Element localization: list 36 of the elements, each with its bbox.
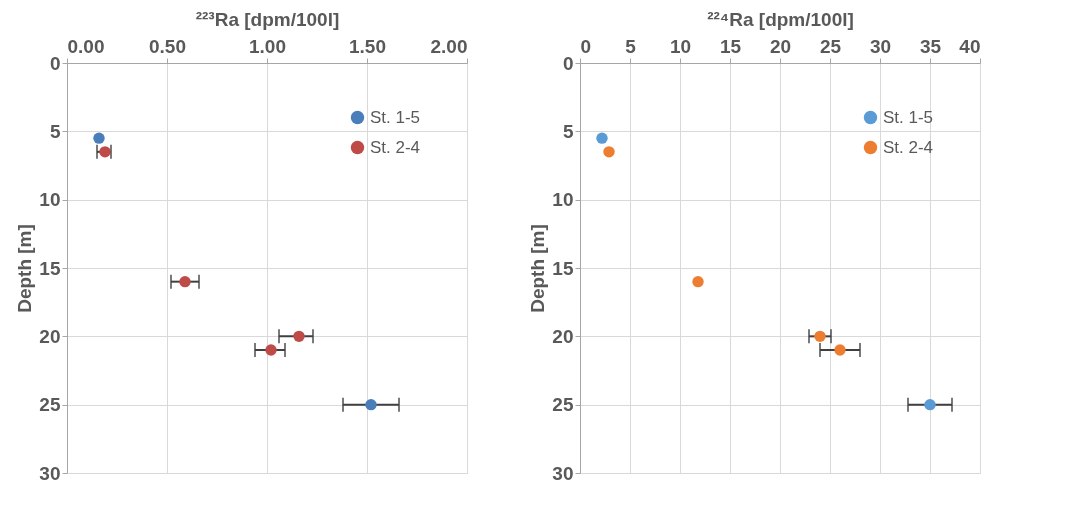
y-tick-label: 20	[39, 325, 61, 347]
x-tick-label: 40	[959, 35, 981, 57]
y-tick-label: 5	[49, 120, 61, 142]
y-tick-label: 5	[562, 120, 574, 142]
x-tick-label: 2.00	[430, 35, 468, 57]
x-tick-label: 0.00	[67, 35, 105, 57]
x-tick-label: 0	[580, 35, 592, 57]
x-tick-label: 25	[819, 35, 842, 57]
x-tick-label: 30	[869, 35, 892, 57]
x-tick-label: 1.50	[349, 35, 386, 57]
x-tick-label: 5	[625, 35, 637, 57]
x-tick-label: 10	[669, 35, 692, 57]
y-axis-title: Depth [m]	[527, 224, 549, 313]
legend-label: St. 2-4	[370, 137, 421, 157]
x-tick-label: 0.50	[149, 35, 186, 57]
y-tick-label: 10	[39, 189, 61, 211]
x-tick-label: 1.00	[249, 35, 286, 57]
y-tick-label: 10	[552, 189, 574, 211]
y-tick-label: 0	[49, 52, 61, 74]
x-tick-label: 35	[919, 35, 942, 57]
x-tick-label: 15	[719, 35, 742, 57]
y-tick-label: 25	[39, 394, 61, 416]
legend-label: St. 1-5	[883, 107, 934, 127]
y-tick-label: 30	[39, 462, 61, 484]
y-tick-label: 25	[552, 394, 574, 416]
y-tick-label: 20	[552, 325, 574, 347]
y-tick-label: 15	[552, 257, 574, 279]
x-axis-title: ²²³Ra [dpm/100l]	[195, 8, 340, 30]
y-tick-label: 30	[552, 462, 574, 484]
legend-label: St. 2-4	[883, 137, 934, 157]
y-axis-title: Depth [m]	[14, 224, 36, 313]
y-tick-label: 0	[562, 52, 574, 74]
x-tick-label: 20	[769, 35, 792, 57]
x-axis-title: ²²⁴Ra [dpm/100l]	[707, 8, 854, 30]
y-tick-label: 15	[39, 257, 61, 279]
legend-label: St. 1-5	[370, 107, 421, 127]
